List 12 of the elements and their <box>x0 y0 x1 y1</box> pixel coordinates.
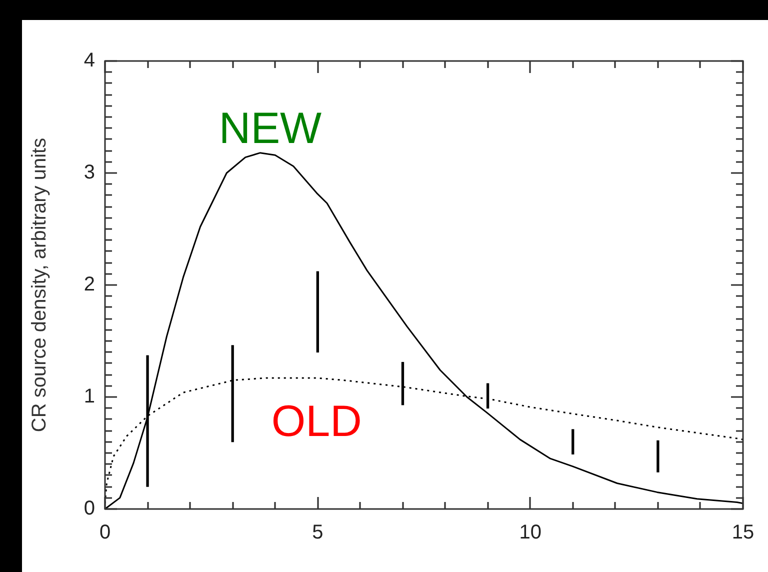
y-tick-label: 2 <box>84 274 95 296</box>
y-axis-title: CR source density, arbitrary units <box>28 138 51 432</box>
x-tick-label: 5 <box>312 522 324 544</box>
annotation: OLD <box>271 397 362 446</box>
annotation: NEW <box>218 104 322 153</box>
y-tick-label: 4 <box>84 50 95 72</box>
y-tick-label: 0 <box>84 498 95 520</box>
y-tick-label: 1 <box>84 386 95 408</box>
x-tick-label: 15 <box>732 522 754 544</box>
x-tick-label: 10 <box>519 522 542 544</box>
y-tick-label: 3 <box>84 162 95 184</box>
x-tick-label: 0 <box>99 522 111 544</box>
